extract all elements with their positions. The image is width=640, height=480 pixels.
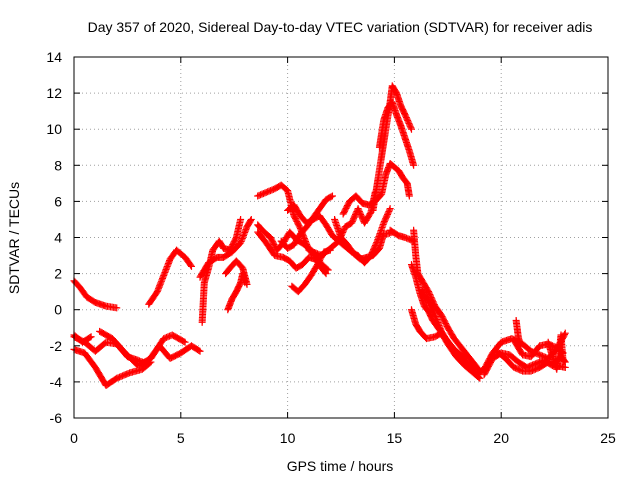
x-tick-label: 0 [70, 430, 78, 446]
data-point-marker [86, 334, 94, 342]
data-point-marker [470, 364, 478, 372]
data-point-marker [243, 280, 251, 288]
series-track-29 [493, 347, 569, 375]
data-point-marker [407, 125, 415, 133]
series-track-31 [512, 317, 524, 350]
data-point-marker [385, 206, 393, 214]
y-tick-label: 14 [46, 49, 62, 65]
scatter-markers [70, 82, 569, 390]
data-point-marker [181, 338, 189, 346]
data-point-marker [247, 217, 255, 225]
series-track-1 [70, 277, 121, 312]
y-tick-label: 2 [54, 266, 62, 282]
data-point-marker [196, 347, 204, 355]
y-tick-label: 12 [46, 85, 62, 101]
series-track-14 [254, 228, 330, 278]
y-tick-label: 4 [54, 230, 62, 246]
axis-ticks: 0 5 10 15 20 25 -6 -4 -2 0 2 4 6 8 10 12 14 [46, 49, 616, 446]
y-tick-label: 10 [46, 121, 62, 137]
data-point-marker [180, 337, 188, 345]
data-point-marker [476, 374, 484, 382]
data-point-marker [113, 304, 121, 312]
data-point-marker [326, 246, 334, 254]
series-track-20 [369, 82, 415, 214]
data-point-marker [561, 363, 569, 371]
series-track-17 [288, 246, 334, 296]
data-point-marker [187, 261, 195, 269]
series-track-9 [196, 215, 255, 281]
data-point-marker [247, 215, 255, 223]
data-point-marker [328, 192, 336, 200]
data-point-marker [561, 329, 569, 337]
y-tick-label: -6 [50, 410, 63, 426]
x-tick-label: 15 [387, 430, 403, 446]
x-tick-label: 5 [177, 430, 185, 446]
series-track-21 [375, 98, 418, 169]
data-point-marker [386, 205, 394, 213]
y-tick-label: -4 [50, 374, 63, 390]
data-point-marker [410, 161, 418, 169]
data-point-marker [195, 346, 203, 354]
data-point-marker [405, 192, 413, 200]
data-point-marker [322, 270, 330, 278]
series-track-5 [96, 327, 189, 370]
data-point-marker [516, 342, 524, 350]
data-point-marker [327, 193, 335, 201]
series-track-7 [145, 246, 195, 308]
data-point-marker [559, 358, 567, 366]
y-axis-label: SDTVAR / TECUs [6, 182, 22, 294]
series-track-11 [222, 257, 251, 288]
x-tick-label: 20 [493, 430, 509, 446]
series-track-32 [544, 331, 567, 373]
x-axis-label: GPS time / hours [287, 458, 394, 474]
x-tick-label: 25 [600, 430, 616, 446]
data-point-marker [321, 269, 329, 277]
y-tick-label: 0 [54, 302, 62, 318]
x-tick-label: 10 [280, 430, 296, 446]
series-track-6 [145, 342, 204, 364]
data-point-marker [87, 333, 95, 341]
y-tick-label: 8 [54, 157, 62, 173]
data-point-marker [407, 124, 415, 132]
series-track-26 [418, 286, 480, 373]
data-point-marker [187, 262, 195, 270]
data-point-marker [237, 215, 245, 223]
y-tick-label: -2 [50, 338, 63, 354]
series-track-3 [70, 345, 155, 390]
y-tick-label: 6 [54, 193, 62, 209]
series-track-4 [70, 331, 95, 346]
chart-title: Day 357 of 2020, Sidereal Day-to-day VTE… [88, 19, 593, 35]
